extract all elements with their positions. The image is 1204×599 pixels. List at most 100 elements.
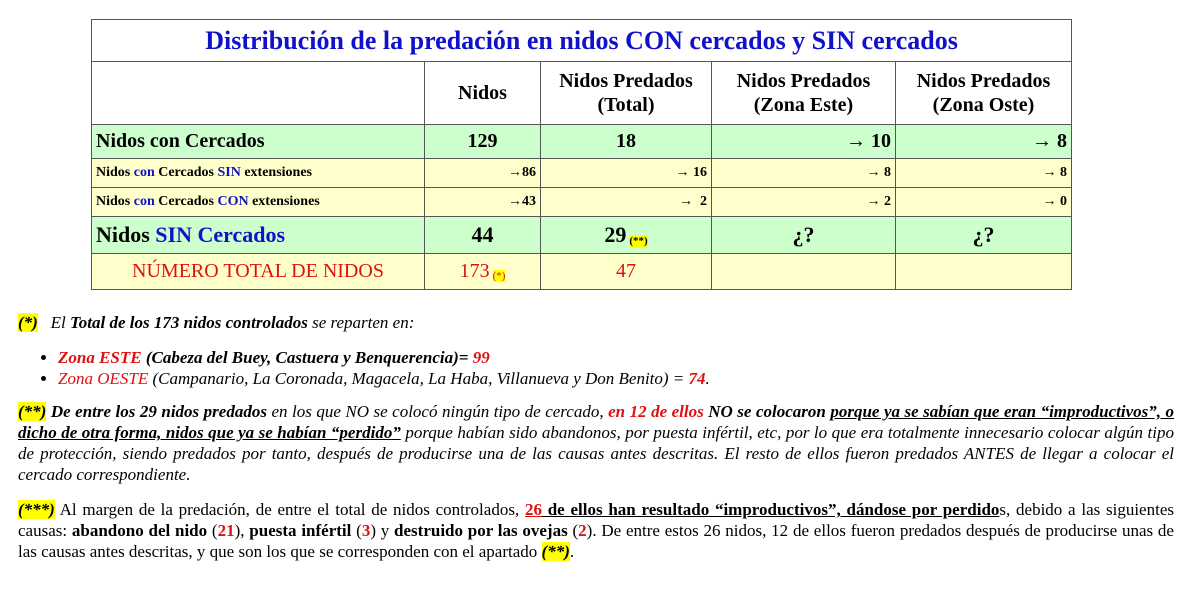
cell-text: 47 (616, 260, 636, 282)
cell: 18 (540, 124, 712, 159)
header-cell: Nidos (424, 61, 541, 125)
footnote-marker: (*) (492, 270, 506, 282)
cell: →86 (424, 158, 541, 188)
cell: 29 (**) (540, 216, 712, 254)
text: (Cabeza del Buey, Castuera y Benquerenci… (141, 348, 473, 367)
label-text: SIN (217, 165, 241, 180)
cell-text: → 8 (1032, 130, 1068, 152)
text: ( (567, 521, 579, 540)
text: abandono del nido (71, 521, 208, 540)
label-text: Cercados (154, 194, 218, 209)
label-text: Nidos (96, 165, 134, 180)
cell (711, 253, 896, 290)
text: 21 (217, 521, 235, 540)
text: porque ya se sabían que eran “improducti… (18, 402, 1174, 442)
label-text: Cercados (154, 165, 218, 180)
cell (894, 253, 1073, 290)
cell-text: 44 (471, 222, 494, 247)
note-1-list: Zona ESTE (Cabeza del Buey, Castuera y B… (18, 347, 1174, 389)
text: Total de los 173 nidos controlados (69, 313, 308, 332)
cell-text: →86 (508, 165, 536, 180)
row-label: Nidos con Cercados SIN extensiones (91, 158, 425, 188)
cell-text: 29 (604, 222, 627, 247)
label-text: Nidos (96, 222, 156, 247)
cell: → 2 (540, 187, 712, 217)
text: De entre los 29 nidos predados (46, 402, 267, 421)
cell-text: → 10 (846, 130, 891, 152)
label-text: con (133, 165, 155, 180)
bullet: Zona ESTE (Cabeza del Buey, Castuera y B… (58, 347, 1174, 368)
data-row: Nidos con Cercados CON extensiones →43 → 2… (91, 187, 1073, 217)
text: puesta infértil (249, 521, 352, 540)
header-text: Nidos Predados (916, 70, 1051, 92)
table-title: Distribución de la predación en nidos CO… (90, 19, 1073, 62)
cell: →43 (424, 187, 541, 217)
text: se reparten en: (307, 313, 415, 332)
cell-text: →43 (508, 194, 536, 209)
text: ), (234, 521, 250, 540)
text: 2 (578, 521, 587, 540)
header-cell: Nidos Predados (Zona Oste) (894, 61, 1073, 125)
header-cell: Nidos Predados (Total) (540, 61, 712, 125)
note-3: (***) Al margen de la predación, de entr… (18, 499, 1174, 562)
header-text: (Total) (597, 94, 655, 116)
notes: (*) El Total de los 173 nidos controlado… (18, 312, 1174, 576)
header-text: Nidos (458, 82, 507, 104)
cell-text: 18 (616, 130, 636, 152)
row-label: Nidos SIN Cercados (91, 216, 425, 254)
bullet: Zona OESTE (Campanario, La Coronada, Mag… (58, 368, 1174, 389)
marker: (*) (18, 313, 38, 332)
cell: 129 (424, 124, 541, 159)
cell: 47 (540, 253, 712, 290)
text: Al margen de la predación, de entre el t… (54, 500, 525, 519)
text: s, debido a las siguientes causas: (18, 500, 1174, 540)
label-text: Nidos (96, 194, 134, 209)
text: 26 (524, 500, 542, 519)
header-row: Nidos Nidos Predados (Total) Nidos Predados… (91, 61, 1073, 125)
cell-text: ¿? (792, 222, 815, 247)
text: en 12 de ellos (608, 402, 704, 421)
row-label: Nidos con Cercados (91, 124, 425, 159)
label-text: extensiones (240, 165, 312, 180)
label-text: con (133, 194, 155, 209)
text: ) y (370, 521, 395, 540)
text: destruido por las ovejas (394, 521, 568, 540)
note-1: (*) El Total de los 173 nidos controlado… (18, 312, 1174, 333)
cell: → 2 (711, 187, 896, 217)
text: de ellos han resultado “improductivos”, … (541, 500, 1000, 519)
data-row: Nidos SIN Cercados 44 29 (**) ¿? ¿? (91, 216, 1073, 254)
text: . (705, 369, 710, 388)
text: Zona ESTE (58, 348, 142, 367)
cell: 44 (424, 216, 541, 254)
data-row: Nidos con Cercados SIN extensiones →86 → 1… (91, 158, 1073, 188)
cell: → 10 (711, 124, 896, 159)
label-text: SIN Cercados (155, 222, 286, 247)
label-text: CON (217, 194, 249, 209)
cell-text: ¿? (972, 222, 995, 247)
cell: ¿? (894, 216, 1073, 254)
cell: ¿? (711, 216, 896, 254)
marker: (**) (18, 402, 47, 421)
data-row: Nidos con Cercados 129 18 → 10 → 8 (91, 124, 1073, 159)
predation-table: Distribución de la predación en nidos CO… (90, 19, 1073, 290)
cell: → 8 (711, 158, 896, 188)
cell-text: 129 (467, 130, 498, 152)
cell-text: → 8 (866, 165, 892, 180)
title-row: Distribución de la predación en nidos CO… (90, 19, 1073, 62)
header-text: (Zona Oste) (932, 94, 1035, 116)
cell: → 0 (894, 187, 1073, 217)
text: Zona OESTE (58, 369, 149, 388)
cell-text: → 16 (675, 165, 708, 180)
text: 3 (361, 521, 371, 540)
cell-text: → 8 (1042, 165, 1068, 180)
marker: (**) (541, 542, 570, 561)
cell: → 16 (540, 158, 712, 188)
cell-text: → 2 (866, 194, 892, 209)
header-cell: Nidos Predados (Zona Este) (711, 61, 896, 125)
text: (Campanario, La Coronada, Magacela, La H… (148, 369, 689, 388)
label-text: extensiones (248, 194, 320, 209)
text: . (569, 542, 575, 561)
cell-text: → 2 (679, 194, 707, 209)
header-text: (Zona Este) (753, 94, 854, 116)
